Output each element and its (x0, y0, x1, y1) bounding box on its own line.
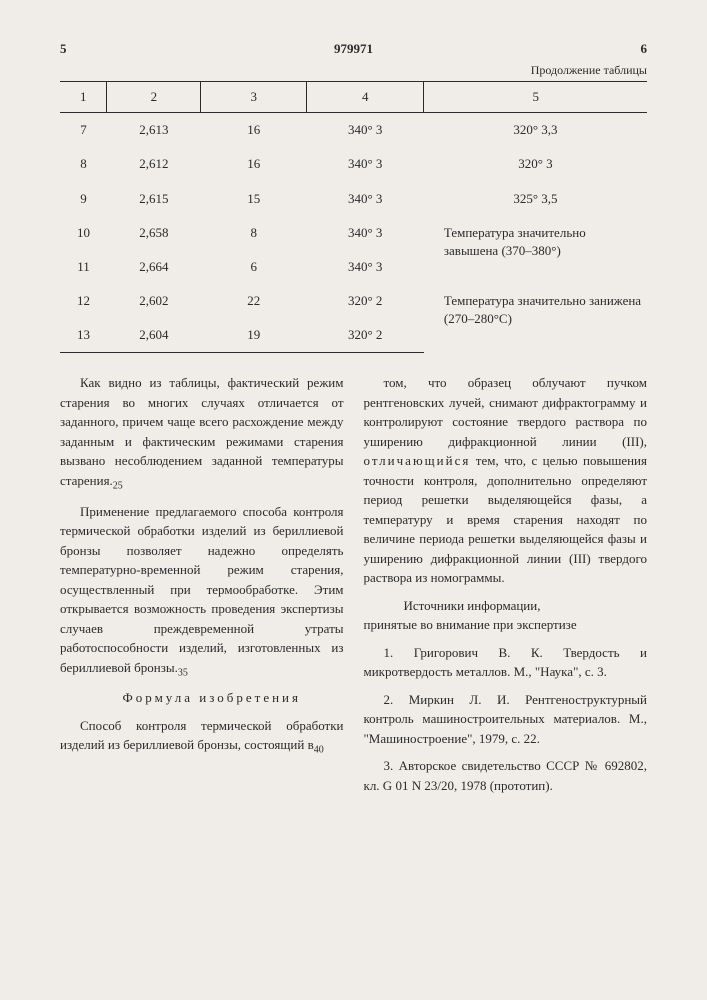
cell: 320° 2 (307, 318, 424, 353)
data-table: 1 2 3 4 5 7 2,613 16 340° 3 320° 3,3 8 2… (60, 81, 647, 354)
cell: 8 (60, 147, 107, 181)
cell: 340° 3 (307, 147, 424, 181)
cell: 320° 3 (424, 147, 647, 181)
cell: 2,612 (107, 147, 201, 181)
cell: Температура значительно завышена (370–38… (424, 216, 647, 284)
paragraph: Как видно из таблицы, фактический режим … (60, 373, 344, 493)
reference: 1. Григорович В. К. Твердость и микротве… (364, 643, 648, 682)
cell: 2,664 (107, 250, 201, 284)
page-right-num: 6 (641, 40, 648, 58)
sources-subtitle: принятые во внимание при экспертизе (364, 615, 648, 635)
cell: 340° 3 (307, 250, 424, 284)
cell: 16 (201, 147, 307, 181)
cell: 2,615 (107, 182, 201, 216)
cell: 11 (60, 250, 107, 284)
cell: 19 (201, 318, 307, 353)
cell: 320° 2 (307, 284, 424, 318)
page-left-num: 5 (60, 40, 67, 58)
paragraph: Способ контроля термической обработки из… (60, 716, 344, 758)
table-row: 12 2,602 22 320° 2 Температура значитель… (60, 284, 647, 318)
col-header: 4 (307, 81, 424, 112)
page-header: 5 979971 6 (60, 40, 647, 58)
cell: 320° 3,3 (424, 113, 647, 148)
table-row: 10 2,658 8 340° 3 Температура значительн… (60, 216, 647, 250)
cell: 2,658 (107, 216, 201, 250)
cell: 2,613 (107, 113, 201, 148)
cell: 325° 3,5 (424, 182, 647, 216)
paragraph: Применение предлагаемого способа контрол… (60, 502, 344, 681)
cell: 13 (60, 318, 107, 353)
cell: 16 (201, 113, 307, 148)
left-column: Как видно из таблицы, фактический режим … (60, 373, 344, 803)
col-header: 5 (424, 81, 647, 112)
continuation-label: Продолжение таблицы (60, 62, 647, 79)
cell: 15 (201, 182, 307, 216)
formula-title: Формула изобретения (60, 688, 344, 708)
col-header: 1 (60, 81, 107, 112)
col-header: 3 (201, 81, 307, 112)
line-number: 40 (314, 745, 324, 756)
cell: 22 (201, 284, 307, 318)
cell: 10 (60, 216, 107, 250)
table-row: 7 2,613 16 340° 3 320° 3,3 (60, 113, 647, 148)
cell: 6 (201, 250, 307, 284)
cell: 340° 3 (307, 182, 424, 216)
cell: 2,602 (107, 284, 201, 318)
table-header-row: 1 2 3 4 5 (60, 81, 647, 112)
right-column: том, что образец облучают пучком рентген… (364, 373, 648, 803)
cell: 7 (60, 113, 107, 148)
line-number: 25 (113, 481, 123, 492)
cell: 9 (60, 182, 107, 216)
col-header: 2 (107, 81, 201, 112)
table-row: 9 2,615 15 340° 3 325° 3,5 (60, 182, 647, 216)
line-number: 35 (178, 667, 188, 678)
body-text: Как видно из таблицы, фактический режим … (60, 373, 647, 803)
cell: 340° 3 (307, 113, 424, 148)
cell: 340° 3 (307, 216, 424, 250)
doc-number: 979971 (334, 40, 373, 58)
sources-title: Источники информации, (364, 596, 648, 616)
cell: 12 (60, 284, 107, 318)
reference: 3. Авторское свидетельство СССР № 692802… (364, 756, 648, 795)
paragraph: том, что образец облучают пучком рентген… (364, 373, 648, 588)
cell: Температура значительно занижена (270–28… (424, 284, 647, 353)
reference: 2. Миркин Л. И. Рентгеноструктурный конт… (364, 690, 648, 749)
cell: 2,604 (107, 318, 201, 353)
table-row: 8 2,612 16 340° 3 320° 3 (60, 147, 647, 181)
cell: 8 (201, 216, 307, 250)
